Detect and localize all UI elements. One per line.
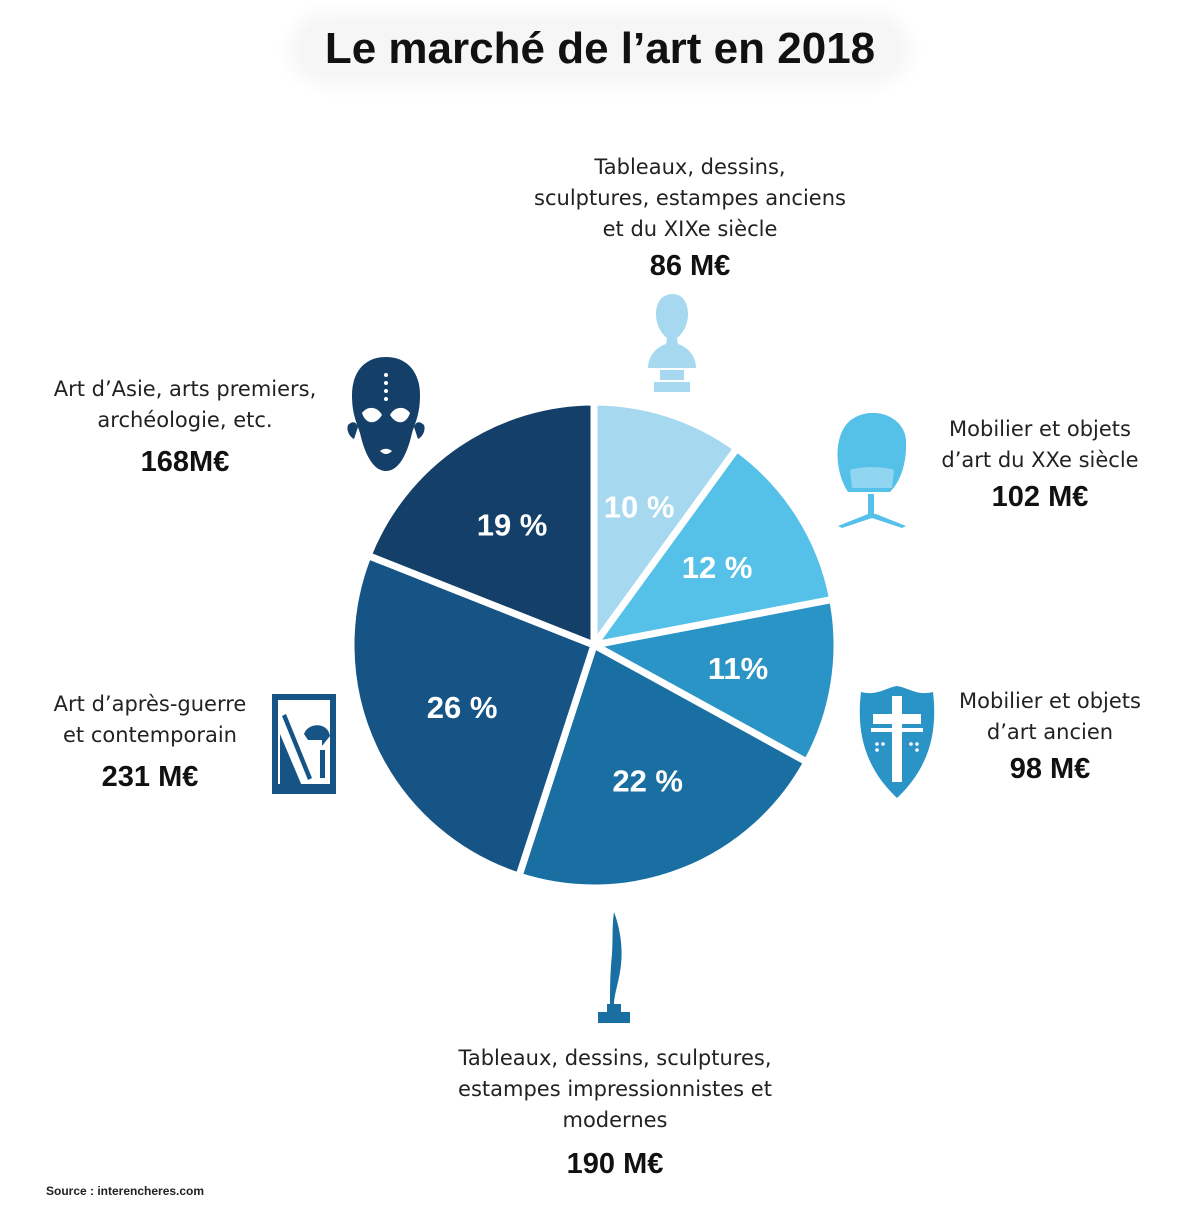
label-line: modernes (562, 1108, 668, 1132)
pie-slice (590, 595, 841, 766)
label-line: sculptures, estampes anciens (534, 186, 846, 210)
amount-value: 86 M€ (649, 250, 731, 282)
label-asian-tribal-archaeology: Art d’Asie, arts premiers, archéologie, … (30, 374, 340, 482)
source-note: Source : interencheres.com (46, 1184, 205, 1198)
pie-slice (590, 444, 837, 649)
label-line: Art d’Asie, arts premiers, (53, 377, 317, 401)
label-antique-furniture: Mobilier et objets d’art ancien 98 M€ (935, 686, 1165, 789)
label-line: Mobilier et objets (959, 689, 1141, 713)
label-line: et contemporain (63, 723, 237, 747)
label-line: et du XIXe siècle (602, 217, 778, 241)
cross-shield-icon (859, 686, 935, 798)
label-line: Art d’après-guerre (53, 692, 247, 716)
label-line: Tableaux, dessins, sculptures, (458, 1046, 772, 1070)
label-20th-furniture: Mobilier et objets d’art du XXe siècle 1… (915, 414, 1165, 517)
pie-slice (347, 552, 598, 880)
egg-chair-icon (837, 412, 907, 528)
abstract-art-icon (272, 694, 336, 794)
sculpture-icon (598, 912, 630, 1023)
slice-percent-label: 10 % (604, 489, 675, 524)
african-mask-icon (347, 357, 425, 471)
label-line: d’art du XXe siècle (941, 448, 1139, 472)
label-old-masters: Tableaux, dessins, sculptures, estampes … (495, 152, 885, 286)
label-line: Tableaux, dessins, (594, 155, 786, 179)
label-line: Mobilier et objets (949, 417, 1131, 441)
amount-value: 168M€ (140, 446, 230, 478)
bust-icon (648, 294, 696, 392)
pie-slice (590, 398, 741, 649)
label-post-war-contemporary: Art d’après-guerre et contemporain 231 M… (25, 689, 275, 797)
slice-percent-label: 26 % (427, 690, 498, 725)
label-line: d’art ancien (986, 720, 1114, 744)
label-line: archéologie, etc. (97, 408, 273, 432)
page-title: Le marché de l’art en 2018 (298, 22, 902, 76)
amount-value: 102 M€ (991, 481, 1089, 513)
label-line: estampes impressionnistes et (458, 1077, 772, 1101)
pie-slice (364, 398, 598, 649)
label-impressionist-modern: Tableaux, dessins, sculptures, estampes … (415, 1043, 815, 1184)
slice-percent-label: 11% (708, 651, 768, 686)
amount-value: 190 M€ (566, 1148, 664, 1180)
slice-percent-label: 19 % (477, 507, 548, 542)
slice-percent-label: 12 % (682, 550, 753, 585)
amount-value: 231 M€ (101, 761, 199, 793)
amount-value: 98 M€ (1009, 753, 1091, 785)
pie-slice (515, 641, 811, 892)
slice-percent-label: 22 % (612, 764, 683, 799)
